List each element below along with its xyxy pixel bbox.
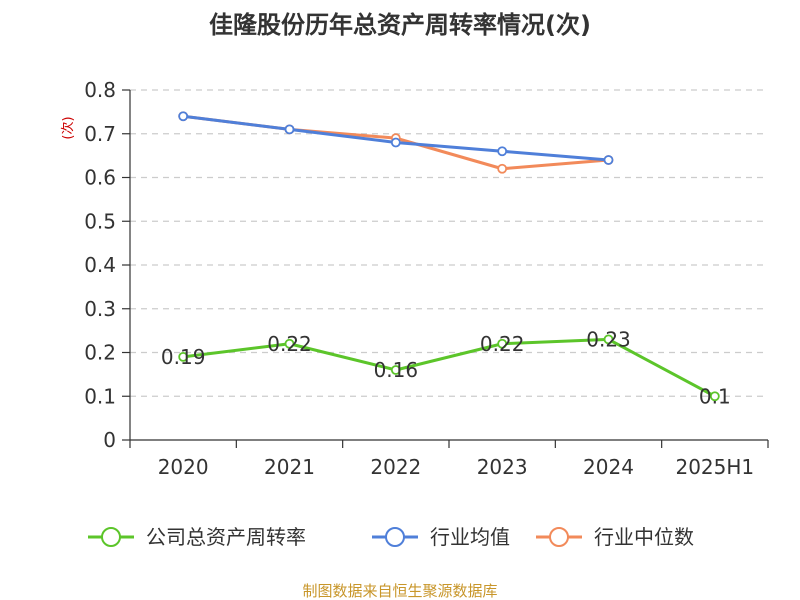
data-label: 0.22	[480, 332, 525, 356]
legend-item-2[interactable]: 行业中位数	[536, 525, 694, 549]
legend-label: 行业均值	[430, 525, 510, 549]
legend: 公司总资产周转率 行业均值 行业中位数	[88, 525, 694, 549]
y-tick-label: 0.1	[84, 384, 116, 408]
x-tick-label: 2022	[370, 455, 421, 479]
y-tick-label: 0.2	[84, 341, 116, 365]
axes: 0 0.1 0.2 0.3 0.4 0.5 0.6 0.7 0.8 2020 2021 2022 202…	[84, 78, 769, 479]
series-point-1	[603, 155, 614, 165]
legend-label: 行业中位数	[594, 525, 694, 549]
legend-item-1[interactable]: 行业均值	[372, 525, 510, 549]
y-axis-label: (次)	[60, 116, 76, 139]
data-label: 0.22	[267, 332, 312, 356]
y-tick-label: 0	[103, 428, 116, 452]
x-tick-label: 2025H1	[675, 455, 754, 479]
legend-label: 公司总资产周转率	[146, 525, 306, 549]
y-tick-label: 0.3	[84, 297, 116, 321]
x-tick-label: 2024	[583, 455, 634, 479]
series-layer	[178, 111, 720, 402]
data-label: 0.1	[699, 384, 731, 408]
series-point-1	[284, 124, 295, 135]
series-point-0	[709, 391, 720, 402]
data-labels: 0.19 0.22 0.16 0.22 0.23 0.1	[161, 327, 731, 408]
x-tick-label: 2021	[264, 455, 315, 479]
y-tick-label: 0.4	[84, 253, 116, 277]
source-note: 制图数据来自恒生聚源数据库	[302, 582, 497, 600]
data-label: 0.19	[161, 345, 206, 369]
series-point-0	[603, 334, 614, 345]
legend-swatch-marker	[385, 527, 405, 547]
series-point-0	[390, 365, 401, 375]
y-tick-label: 0.5	[84, 209, 116, 233]
y-tick-label: 0.6	[84, 166, 116, 190]
x-tick-label: 2023	[477, 455, 528, 479]
series-point-0	[497, 338, 508, 349]
legend-swatch-marker	[549, 527, 569, 547]
series-point-2	[497, 163, 508, 174]
series-point-0	[284, 338, 295, 349]
y-tick-label: 0.8	[84, 78, 116, 102]
series-point-1	[390, 137, 401, 148]
x-tick-label: 2020	[158, 455, 209, 479]
series-point-1	[497, 146, 508, 157]
series-point-0	[178, 351, 189, 362]
data-label: 0.16	[374, 358, 419, 382]
legend-swatch-marker	[101, 527, 121, 547]
grid	[130, 89, 768, 397]
legend-item-0[interactable]: 公司总资产周转率	[88, 525, 306, 549]
series-line-0	[182, 337, 716, 398]
y-tick-label: 0.7	[84, 122, 116, 146]
series-point-1	[178, 111, 189, 122]
data-label: 0.23	[586, 327, 631, 351]
chart-title: 佳隆股份历年总资产周转率情况(次)	[209, 11, 591, 39]
